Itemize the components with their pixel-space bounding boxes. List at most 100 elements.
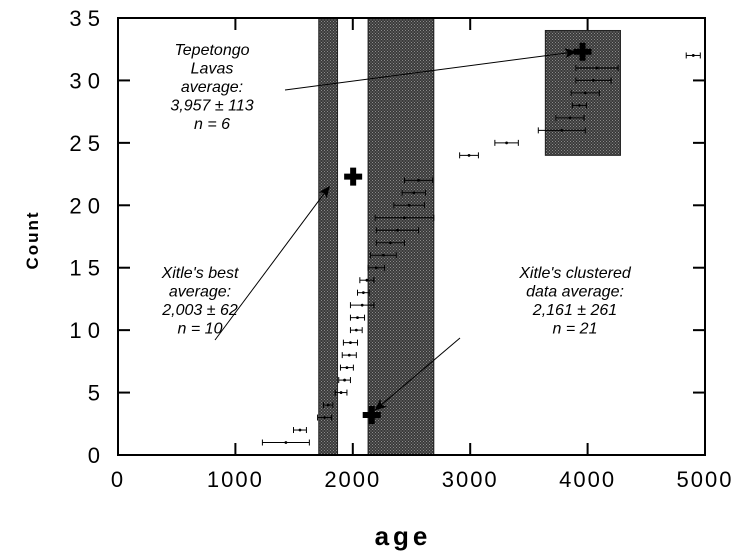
- average-marker: [362, 406, 381, 425]
- data-point: [555, 114, 585, 121]
- data-point: [393, 202, 425, 209]
- annotation-line: Xitle's best: [161, 265, 239, 282]
- data-point: [341, 352, 357, 359]
- point-marker: [467, 153, 471, 157]
- data-point: [537, 127, 586, 134]
- plot-frame: [117, 17, 706, 456]
- annotation-line: average:: [169, 284, 231, 301]
- x-tick-label: 5000: [677, 467, 734, 492]
- annotation-line: data average:: [526, 284, 624, 301]
- x-axis-label: age: [375, 521, 432, 551]
- data-point: [317, 414, 333, 421]
- data-point: [575, 64, 619, 71]
- point-marker: [691, 54, 695, 57]
- point-marker: [365, 278, 369, 282]
- point-marker: [577, 104, 581, 107]
- annotation-line: Tepetongo: [174, 42, 249, 59]
- x-tick-label: 4000: [559, 467, 616, 492]
- point-marker: [407, 203, 411, 207]
- data-point: [570, 89, 600, 96]
- point-marker: [345, 366, 349, 369]
- data-point: [571, 102, 587, 109]
- annotations: Tepetongo Lavas average: 3,957 ± 113 n = 6Xi…: [161, 42, 632, 338]
- point-marker: [403, 216, 406, 220]
- data-point: [401, 189, 427, 196]
- point-marker: [374, 266, 378, 270]
- annotation-line: n = 10: [178, 321, 223, 338]
- point-marker: [343, 378, 346, 382]
- average-marker: [344, 167, 363, 186]
- point-marker: [592, 79, 595, 82]
- y-tick-label: 3 0: [69, 68, 100, 93]
- axis-ticks: [117, 17, 706, 456]
- shaded-band-2: [367, 17, 435, 456]
- point-marker: [595, 66, 599, 70]
- y-tick-label: 0: [88, 443, 100, 468]
- x-tick-label: 0: [111, 467, 125, 492]
- annotation-line: 3,957 ± 113: [170, 98, 253, 115]
- point-marker: [349, 341, 352, 345]
- y-axis-label: Count: [23, 210, 42, 269]
- point-marker: [326, 403, 330, 407]
- data-point: [375, 239, 405, 246]
- data-point: [322, 402, 334, 409]
- annotation-1: Tepetongo Lavas average: 3,957 ± 113 n = 6: [170, 42, 253, 133]
- point-marker: [339, 391, 343, 394]
- annotation-line: average:: [181, 79, 243, 96]
- data-point: [339, 364, 354, 371]
- annotation-line: n = 21: [553, 321, 598, 338]
- data-point: [293, 427, 307, 434]
- point-marker: [505, 141, 508, 145]
- average-markers: [344, 42, 592, 425]
- point-marker: [354, 328, 358, 332]
- data-point: [261, 439, 310, 446]
- y-tick-label: 2 0: [69, 193, 100, 218]
- annotation-3: Xitle's clustered data average: 2,161 ± 26…: [518, 265, 632, 338]
- point-marker: [284, 441, 288, 444]
- y-tick-label: 5: [88, 381, 100, 406]
- point-marker: [356, 316, 359, 320]
- point-marker: [560, 128, 564, 132]
- point-marker: [583, 91, 587, 95]
- data-point: [374, 214, 435, 221]
- data-point: [342, 339, 358, 346]
- point-marker: [360, 303, 364, 307]
- annotation-line: n = 6: [194, 116, 230, 133]
- data-point: [349, 314, 366, 321]
- data-point: [403, 177, 434, 184]
- data-point: [575, 77, 612, 84]
- annotation-line: Xitle's clustered: [518, 265, 632, 282]
- data-points: [261, 52, 701, 446]
- x-tick-label: 2000: [324, 467, 381, 492]
- data-point: [367, 264, 385, 271]
- point-marker: [568, 116, 572, 120]
- y-tick-label: 1 0: [69, 318, 100, 343]
- x-tick-label: 1000: [207, 467, 264, 492]
- point-marker: [347, 353, 351, 357]
- annotation-line: 2,003 ± 62: [161, 302, 238, 319]
- data-point: [338, 377, 351, 384]
- average-marker: [573, 42, 592, 61]
- y-tick-label: 2 5: [69, 131, 100, 156]
- point-marker: [323, 416, 327, 419]
- y-tick-label: 1 5: [69, 256, 100, 281]
- x-tick-label: 3000: [442, 467, 499, 492]
- annotation-arrow: [284, 48, 577, 91]
- data-point: [349, 302, 375, 309]
- shaded-bands: [318, 17, 621, 456]
- point-marker: [388, 241, 392, 245]
- data-point: [685, 52, 701, 59]
- data-point: [375, 227, 420, 234]
- point-marker: [361, 291, 365, 295]
- y-tick-label: 3 5: [69, 6, 100, 31]
- data-point: [349, 327, 363, 334]
- annotation-2: Xitle's best average: 2,003 ± 62 n = 10: [161, 265, 239, 338]
- point-marker: [298, 428, 302, 432]
- data-point: [369, 252, 397, 259]
- data-point: [334, 389, 348, 396]
- annotation-line: Lavas: [191, 61, 234, 78]
- annotation-arrow: [374, 337, 461, 411]
- point-marker: [396, 228, 399, 232]
